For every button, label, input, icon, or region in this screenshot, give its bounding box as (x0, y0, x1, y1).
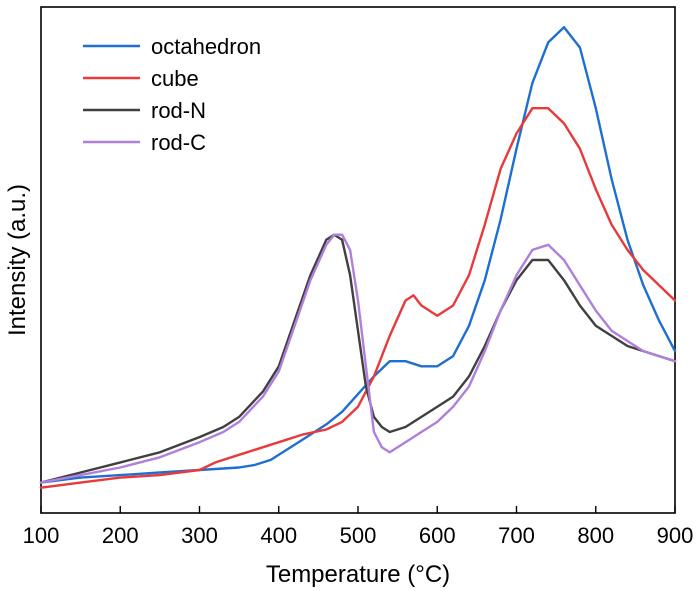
x-tick-label-300: 300 (181, 523, 218, 548)
series-line-rod-C (39, 233, 677, 484)
x-tick-label-500: 500 (340, 523, 377, 548)
x-axis-label: Temperature (°C) (266, 561, 450, 588)
legend-label-rod-C: rod-C (151, 130, 206, 155)
legend-label-cube: cube (151, 66, 199, 91)
x-tick-label-200: 200 (102, 523, 139, 548)
series-line-cube (39, 107, 677, 489)
x-tick-label-400: 400 (260, 523, 297, 548)
series-layer (39, 26, 677, 489)
legend-label-rod-N: rod-N (151, 98, 206, 123)
series-line-rod-N (39, 233, 677, 484)
x-axis-ticks: 100 200 300 400 500 600 700 800 900 (23, 506, 694, 548)
plot-frame (40, 6, 676, 514)
series-line-octahedron (39, 26, 677, 484)
y-axis-label: Intensity (a.u.) (4, 184, 31, 336)
x-tick-label-900: 900 (657, 523, 694, 548)
x-tick-label-700: 700 (498, 523, 535, 548)
legend: octahedron cube rod-N rod-C (83, 34, 261, 155)
x-tick-label-800: 800 (577, 523, 614, 548)
x-tick-label-600: 600 (419, 523, 456, 548)
x-tick-label-100: 100 (23, 523, 60, 548)
legend-label-octahedron: octahedron (151, 34, 261, 59)
